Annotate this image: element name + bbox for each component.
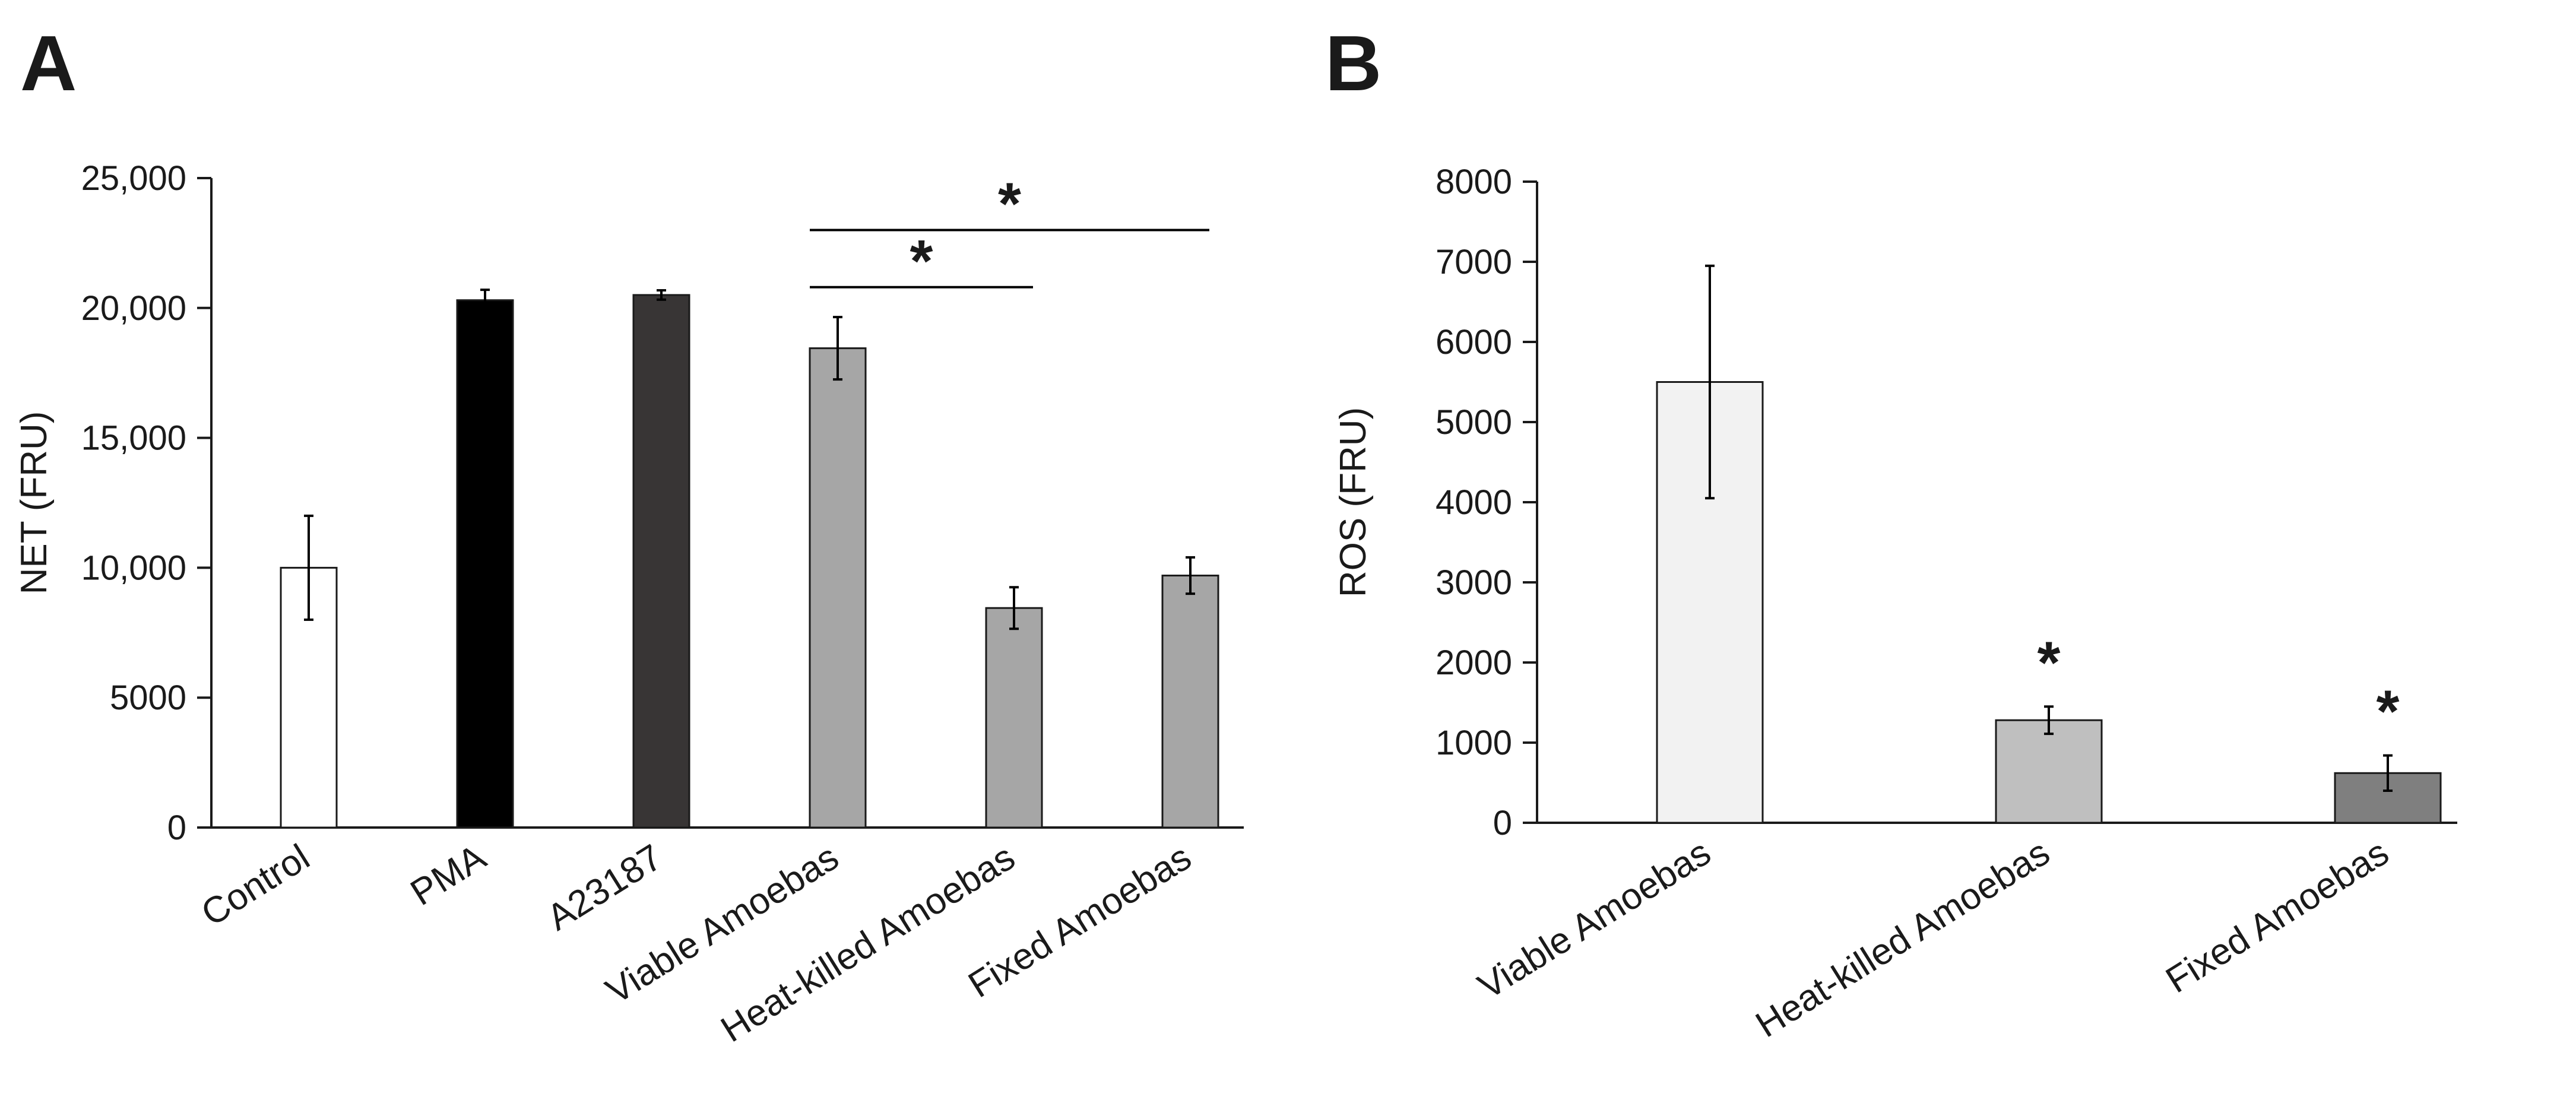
y-tick-label: 7000 [1436,243,1512,281]
bar [456,299,514,829]
y-axis-title: ROS (FRU) [1333,407,1374,597]
x-tick-label: Control [194,836,316,934]
y-tick-label: 25,000 [81,159,186,198]
y-tick-label: 0 [1493,804,1512,842]
y-tick-label: 10,000 [81,549,186,587]
panel-b: B 0 1000 2000 3000 4000 5000 6000 7000 8000 ROS (… [1325,20,2457,1045]
y-tick-label: 2000 [1436,643,1512,682]
bar [1161,575,1219,829]
x-tick-label: Viable Amoebas [1471,832,1718,1007]
y-tick-label: 1000 [1436,724,1512,762]
y-tick-label: 0 [167,809,186,847]
significance-star: * [998,171,1021,237]
panel-a: A 0 5000 10,000 15,000 20,000 25,000 NET (FRU)… [14,20,1244,1050]
x-tick-label: Heat-killed Amoebas [1749,832,2057,1045]
y-tick-label: 6000 [1436,323,1512,362]
panel-b-label: B [1325,20,1382,107]
bar [985,607,1043,829]
significance-star: * [2377,679,2400,745]
bar [1995,719,2103,824]
significance-star: * [2038,629,2061,696]
significance-star: * [910,228,933,294]
bar [632,294,690,829]
y-tick-label: 4000 [1436,483,1512,522]
panel-a-label: A [20,20,77,107]
y-tick-label: 8000 [1436,163,1512,201]
bar [809,347,867,829]
x-tick-label: A23187 [540,836,670,939]
y-tick-label: 5000 [110,679,186,717]
x-tick-label: PMA [404,836,493,914]
y-axis-title: NET (FRU) [14,411,55,595]
y-tick-label: 15,000 [81,419,186,458]
y-tick-label: 5000 [1436,403,1512,442]
chart-b: 0 1000 2000 3000 4000 5000 6000 7000 8000 ROS (FR… [1333,163,2457,1045]
x-tick-label: Fixed Amoebas [2159,832,2396,1001]
chart-a: 0 5000 10,000 15,000 20,000 25,000 NET (FRU) Co… [14,159,1244,1050]
x-tick-label: Heat-killed Amoebas [714,836,1022,1050]
y-tick-label: 3000 [1436,563,1512,602]
y-tick-label: 20,000 [81,289,186,328]
